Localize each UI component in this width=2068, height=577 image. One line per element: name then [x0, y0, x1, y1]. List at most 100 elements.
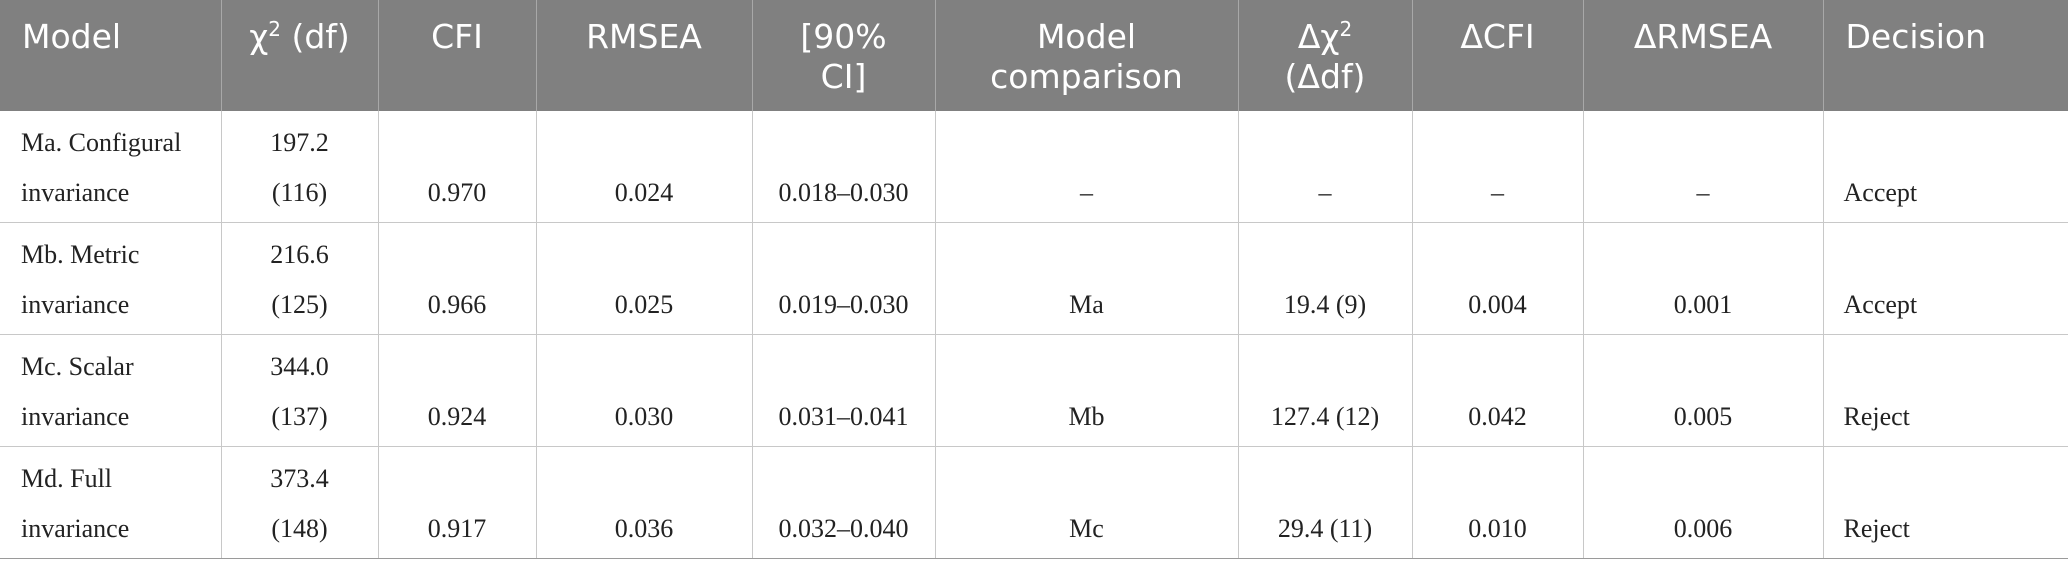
chi-value: 344.0 — [270, 352, 329, 381]
model-name-line2: invariance — [21, 514, 130, 543]
cell-comparison: Mb — [935, 334, 1239, 447]
model-name-line1: Ma. Configural — [21, 128, 182, 157]
delta-rmsea-value: 0.005 — [1673, 402, 1733, 431]
model-name-line2: invariance — [21, 178, 130, 207]
cell-ci: 0.032–0.040 — [752, 446, 936, 559]
header-model: Model — [0, 0, 222, 111]
cell-chi-square: 344.0 (137) — [221, 334, 379, 447]
delta-chi-value: 127.4 (12) — [1270, 402, 1380, 431]
cell-rmsea: 0.024 — [536, 111, 753, 223]
cell-model: Mc. Scalar invariance — [0, 334, 222, 447]
delta-cfi-value: – — [1491, 178, 1504, 207]
cell-comparison: – — [935, 111, 1239, 223]
delta-rmsea-value: 0.006 — [1673, 514, 1733, 543]
cfi-value: 0.924 — [427, 402, 487, 431]
header-model-comparison: Model comparison — [935, 0, 1239, 111]
decision-value: Accept — [1843, 290, 1918, 319]
ci-value: 0.031–0.041 — [778, 402, 909, 431]
ci-value: 0.019–0.030 — [778, 290, 909, 319]
rmsea-value: 0.036 — [614, 514, 674, 543]
model-name-line1: Md. Full — [21, 464, 113, 493]
chi-value: 373.4 — [270, 464, 329, 493]
delta-rmsea-value: 0.001 — [1673, 290, 1733, 319]
model-name-line2: invariance — [21, 290, 130, 319]
model-name-line2: invariance — [21, 402, 130, 431]
df-value: (116) — [271, 178, 328, 207]
cell-chi-square: 216.6 (125) — [221, 222, 379, 335]
comparison-value: – — [1080, 178, 1093, 207]
model-name-line1: Mb. Metric — [21, 240, 140, 269]
cell-delta-rmsea: 0.001 — [1583, 222, 1824, 335]
cell-delta-cfi: 0.004 — [1412, 222, 1584, 335]
header-ci-line1: [90% — [800, 17, 887, 56]
cell-delta-rmsea: – — [1583, 111, 1824, 223]
delta-chi-value: 19.4 (9) — [1283, 290, 1367, 319]
cell-model: Mb. Metric invariance — [0, 222, 222, 335]
invariance-table: Model χ2 (df) CFI RMSEA [90% CI] Model com… — [0, 0, 2068, 559]
table-row: Md. Full invariance 373.4 (148) 0.917 0.03… — [0, 446, 2068, 559]
cell-delta-chi: – — [1238, 111, 1413, 223]
rmsea-value: 0.025 — [614, 290, 674, 319]
cell-ci: 0.031–0.041 — [752, 334, 936, 447]
chi-superscript: 2 — [268, 17, 281, 41]
header-comparison-line1: Model — [1036, 17, 1137, 56]
cell-delta-cfi: 0.042 — [1412, 334, 1584, 447]
comparison-value: Mb — [1068, 402, 1105, 431]
header-delta-cfi: ΔCFI — [1412, 0, 1584, 111]
header-decision: Decision — [1823, 0, 2068, 111]
delta-cfi-value: 0.010 — [1468, 514, 1527, 543]
header-rmsea-label: RMSEA — [586, 17, 702, 56]
delta-chi-value: 29.4 (11) — [1277, 514, 1373, 543]
rmsea-value: 0.024 — [614, 178, 674, 207]
cell-delta-rmsea: 0.006 — [1583, 446, 1824, 559]
chi-value: 197.2 — [270, 128, 329, 157]
cell-ci: 0.019–0.030 — [752, 222, 936, 335]
cell-chi-square: 197.2 (116) — [221, 111, 379, 223]
cfi-value: 0.917 — [427, 514, 487, 543]
comparison-value: Mc — [1069, 514, 1104, 543]
header-cfi-label: CFI — [431, 17, 483, 56]
header-rmsea: RMSEA — [536, 0, 753, 111]
header-model-label: Model — [22, 17, 122, 56]
cell-cfi: 0.917 — [378, 446, 537, 559]
cell-comparison: Mc — [935, 446, 1239, 559]
header-comparison-line2: comparison — [990, 57, 1183, 96]
delta-rmsea-value: – — [1696, 178, 1710, 207]
cell-ci: 0.018–0.030 — [752, 111, 936, 223]
cell-chi-square: 373.4 (148) — [221, 446, 379, 559]
decision-value: Reject — [1843, 514, 1910, 543]
header-delta-cfi-label: ΔCFI — [1460, 17, 1535, 56]
ci-value: 0.018–0.030 — [778, 178, 909, 207]
header-delta-rmsea: ΔRMSEA — [1583, 0, 1824, 111]
ci-value: 0.032–0.040 — [778, 514, 909, 543]
header-decision-label: Decision — [1845, 17, 1987, 56]
table-row: Mc. Scalar invariance 344.0 (137) 0.924 0.… — [0, 334, 2068, 447]
cell-delta-chi: 29.4 (11) — [1238, 446, 1413, 559]
cell-delta-chi: 19.4 (9) — [1238, 222, 1413, 335]
delta-chi-value: – — [1318, 178, 1332, 207]
delta-cfi-value: 0.004 — [1468, 290, 1527, 319]
cell-decision: Accept — [1823, 111, 2068, 223]
cell-cfi: 0.970 — [378, 111, 537, 223]
model-name-line1: Mc. Scalar — [21, 352, 134, 381]
cell-model: Md. Full invariance — [0, 446, 222, 559]
cell-rmsea: 0.036 — [536, 446, 753, 559]
cell-cfi: 0.966 — [378, 222, 537, 335]
header-delta-chi-square: Δχ2 (Δdf) — [1238, 0, 1413, 111]
table-row: Mb. Metric invariance 216.6 (125) 0.966 0.… — [0, 222, 2068, 335]
cell-delta-cfi: 0.010 — [1412, 446, 1584, 559]
header-ci: [90% CI] — [752, 0, 936, 111]
cell-cfi: 0.924 — [378, 334, 537, 447]
header-delta-rmsea-label: ΔRMSEA — [1633, 17, 1773, 56]
delta-cfi-value: 0.042 — [1468, 402, 1527, 431]
cell-delta-chi: 127.4 (12) — [1238, 334, 1413, 447]
cell-comparison: Ma — [935, 222, 1239, 335]
rmsea-value: 0.030 — [614, 402, 674, 431]
header-chi-square: χ2 (df) — [221, 0, 379, 111]
cell-decision: Accept — [1823, 222, 2068, 335]
decision-value: Accept — [1843, 178, 1918, 207]
cfi-value: 0.966 — [427, 290, 487, 319]
cell-decision: Reject — [1823, 334, 2068, 447]
df-value: (148) — [271, 514, 328, 543]
comparison-value: Ma — [1069, 290, 1104, 319]
